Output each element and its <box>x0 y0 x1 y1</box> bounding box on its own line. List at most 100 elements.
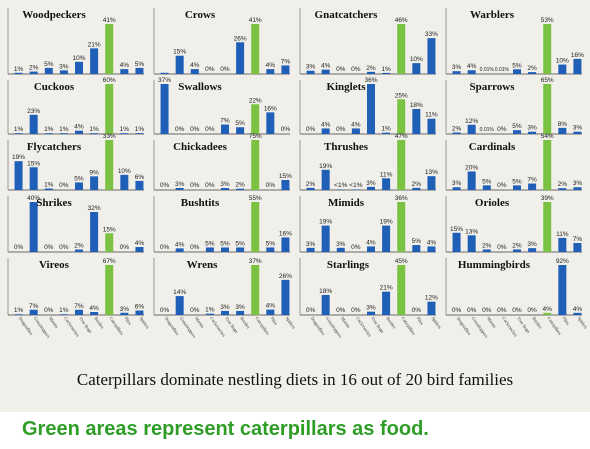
bar-true-bugs <box>221 124 229 134</box>
panel-gnatcatchers: Gnatcatchers 3% 4% 0% 0% 2% 1% 46% 10% 33% <box>299 8 438 75</box>
category-tick-label: True Bugs <box>516 316 531 334</box>
bar-caterpillars <box>397 265 406 315</box>
value-label: 5% <box>512 123 522 130</box>
value-label: 1% <box>59 307 69 314</box>
bar-cockroaches <box>59 133 68 134</box>
value-label: 22% <box>249 97 262 104</box>
value-label: 5% <box>235 120 245 127</box>
bar-mantis <box>482 185 491 190</box>
bar-true-bugs <box>367 246 375 252</box>
value-label: 3% <box>306 64 316 71</box>
bar-dragonflies <box>14 314 23 315</box>
value-label: 1% <box>205 307 215 314</box>
panel-title: Cardinals <box>469 141 516 153</box>
value-label: 36% <box>395 195 408 202</box>
value-label: 1% <box>135 126 145 133</box>
value-label: 2% <box>558 181 568 188</box>
bar-caterpillars <box>105 24 114 74</box>
panel-title: Warblers <box>470 9 515 21</box>
chart-title: Caterpillars dominate nestling diets in … <box>76 370 514 389</box>
value-label: 3% <box>573 180 583 187</box>
value-label: 7% <box>281 58 291 65</box>
bar-spiders <box>573 312 582 315</box>
bar-flies <box>266 69 275 74</box>
value-label: 11% <box>380 171 393 178</box>
value-label: 5% <box>235 240 245 247</box>
bar-beetles <box>382 72 391 74</box>
category-tick-label: Cockroaches <box>355 316 373 338</box>
bar-beetles <box>528 248 537 252</box>
value-label: 0% <box>59 182 69 189</box>
panel-title: Hummingbirds <box>458 259 531 271</box>
bar-cockroaches <box>205 313 214 315</box>
bar-grasshoppers <box>175 55 184 74</box>
value-label: <1% <box>334 182 347 189</box>
value-label: 5% <box>74 175 84 182</box>
bar-grasshoppers <box>29 202 38 252</box>
value-label: 6% <box>135 174 145 181</box>
value-label: 4% <box>135 240 145 247</box>
bar-beetles <box>236 310 245 315</box>
bar-grasshoppers <box>321 225 330 252</box>
bar-caterpillars <box>251 104 260 134</box>
value-label: 36% <box>364 77 377 84</box>
value-label: 0% <box>497 244 507 251</box>
bar-beetles <box>528 72 537 74</box>
category-tick-label: Mantis <box>48 316 59 329</box>
value-label: 25% <box>395 92 408 99</box>
bar-true-bugs <box>513 130 521 134</box>
value-label: 2% <box>512 242 522 249</box>
bar-grasshoppers <box>467 235 476 252</box>
value-label: 2% <box>482 242 492 249</box>
category-tick-label: Caterpillars <box>108 316 124 336</box>
value-label: 3% <box>120 306 130 313</box>
bar-spiders <box>135 247 144 252</box>
bar-spiders <box>573 131 582 134</box>
value-label: 5% <box>205 240 215 247</box>
value-label: 0% <box>527 307 537 314</box>
bar-beetles <box>236 127 245 134</box>
value-label: 1% <box>44 181 54 188</box>
value-label: 0% <box>190 126 200 133</box>
value-label: 1% <box>381 66 391 73</box>
bar-true-bugs <box>75 61 83 74</box>
category-tick-label: Spiders <box>577 316 589 330</box>
value-label: 12% <box>465 118 478 125</box>
bar-flies <box>558 188 567 190</box>
value-label: 5% <box>512 178 522 185</box>
panel-cuckoos: Cuckoos 1% 23% 1% 1% 4% 1% 60% 1% 1% <box>7 77 145 135</box>
bar-beetles <box>90 212 99 252</box>
value-label: 3% <box>366 305 376 312</box>
value-label: 5% <box>482 178 492 185</box>
value-label: 5% <box>44 61 54 68</box>
value-label: 4% <box>467 63 477 70</box>
value-label: 6% <box>135 304 145 311</box>
value-label: 0% <box>160 182 170 189</box>
category-tick-label: Flies <box>124 316 133 326</box>
panel-kinglets: Kinglets 0% 4% 0% 4% 36% 1% 25%18%11% <box>299 77 438 135</box>
value-label: 7% <box>527 177 537 184</box>
bar-true-bugs <box>367 71 375 74</box>
value-label: 18% <box>319 288 332 295</box>
bar-flies <box>266 247 275 252</box>
bar-spiders <box>281 180 290 190</box>
panel-title: Gnatcatchers <box>315 9 379 21</box>
panel-title: Bushtits <box>181 197 220 209</box>
value-label: 23% <box>27 108 40 115</box>
value-label: 0% <box>467 307 477 314</box>
bar-spiders <box>135 133 144 134</box>
value-label: 4% <box>266 303 276 310</box>
value-label: 13% <box>425 169 438 176</box>
bar-grasshoppers <box>467 70 476 74</box>
bar-caterpillars <box>397 202 406 252</box>
bar-true-bugs <box>75 130 83 134</box>
bar-cockroaches <box>351 128 360 134</box>
category-tick-label: Dragonflies <box>18 316 34 336</box>
value-label: 0% <box>190 182 200 189</box>
value-label: 12% <box>425 295 438 302</box>
bar-caterpillars <box>397 24 406 74</box>
value-label: 21% <box>380 285 393 292</box>
